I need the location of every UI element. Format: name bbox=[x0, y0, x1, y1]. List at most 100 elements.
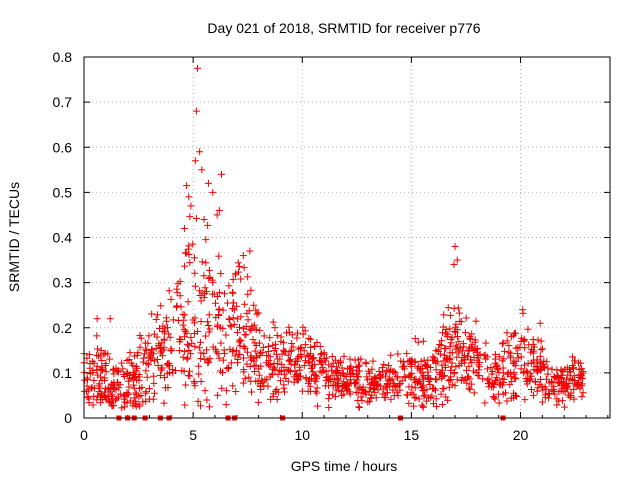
data-point bbox=[179, 310, 187, 318]
data-point bbox=[520, 361, 528, 369]
data-point bbox=[270, 364, 278, 372]
data-point bbox=[114, 393, 122, 401]
data-point bbox=[405, 357, 413, 365]
data-point bbox=[197, 338, 205, 346]
data-point bbox=[130, 394, 138, 402]
data-point bbox=[451, 328, 459, 336]
data-point bbox=[430, 354, 438, 362]
data-point bbox=[444, 396, 452, 404]
y-tick-label: 0 bbox=[64, 410, 72, 426]
data-point bbox=[530, 358, 538, 366]
data-point bbox=[198, 258, 206, 266]
data-point bbox=[225, 315, 233, 323]
data-point bbox=[234, 328, 242, 336]
data-point bbox=[510, 370, 518, 378]
data-point bbox=[195, 344, 203, 352]
data-point bbox=[355, 403, 363, 411]
data-point bbox=[234, 359, 242, 367]
data-point bbox=[84, 376, 92, 384]
data-point bbox=[229, 382, 237, 390]
data-point bbox=[148, 310, 156, 318]
data-point bbox=[437, 341, 445, 349]
data-point bbox=[432, 366, 440, 374]
data-point bbox=[316, 357, 324, 365]
data-point bbox=[107, 392, 115, 400]
data-point bbox=[237, 275, 245, 283]
data-point bbox=[450, 304, 458, 312]
data-point bbox=[362, 358, 370, 366]
data-point-outlier bbox=[209, 188, 217, 196]
data-point bbox=[453, 353, 461, 361]
data-point bbox=[351, 380, 359, 388]
data-point bbox=[536, 375, 544, 383]
data-point bbox=[89, 401, 97, 409]
data-point bbox=[325, 403, 333, 411]
data-point bbox=[145, 332, 153, 340]
data-point bbox=[85, 395, 93, 403]
data-point bbox=[305, 335, 313, 343]
data-point bbox=[209, 278, 217, 286]
data-point bbox=[442, 325, 450, 333]
data-point bbox=[271, 387, 279, 395]
data-point bbox=[227, 359, 235, 367]
data-point bbox=[300, 362, 308, 370]
data-point bbox=[479, 375, 487, 383]
data-point bbox=[191, 269, 199, 277]
data-point bbox=[218, 368, 226, 376]
data-point bbox=[453, 376, 461, 384]
data-point bbox=[252, 326, 260, 334]
data-point bbox=[560, 382, 568, 390]
data-point bbox=[346, 364, 354, 372]
data-point bbox=[203, 346, 211, 354]
data-point bbox=[276, 355, 284, 363]
data-point bbox=[200, 272, 208, 280]
data-point bbox=[423, 386, 431, 394]
data-point bbox=[224, 299, 232, 307]
data-point bbox=[231, 271, 239, 279]
data-point bbox=[387, 395, 395, 403]
data-point bbox=[425, 376, 433, 384]
data-point bbox=[436, 340, 444, 348]
data-point bbox=[379, 390, 387, 398]
data-point bbox=[536, 366, 544, 374]
data-point bbox=[307, 335, 315, 343]
data-point bbox=[448, 349, 456, 357]
data-point bbox=[277, 338, 285, 346]
data-point bbox=[202, 259, 210, 267]
data-point bbox=[226, 316, 234, 324]
data-point bbox=[294, 357, 302, 365]
data-point bbox=[271, 365, 279, 373]
data-point bbox=[366, 384, 374, 392]
data-point bbox=[136, 402, 144, 410]
data-point bbox=[149, 350, 157, 358]
data-point bbox=[191, 282, 199, 290]
data-point bbox=[510, 394, 518, 402]
data-point bbox=[287, 356, 295, 364]
data-point bbox=[570, 385, 578, 393]
data-point bbox=[165, 287, 173, 295]
data-point bbox=[191, 319, 199, 327]
data-point bbox=[502, 389, 510, 397]
data-point bbox=[512, 344, 520, 352]
data-point bbox=[280, 363, 288, 371]
data-point bbox=[405, 399, 413, 407]
data-point bbox=[266, 353, 274, 361]
data-point-outlier bbox=[519, 306, 527, 314]
data-point bbox=[417, 357, 425, 365]
data-point bbox=[393, 388, 401, 396]
data-point bbox=[539, 386, 547, 394]
data-point bbox=[319, 364, 327, 372]
data-point bbox=[97, 346, 105, 354]
data-point bbox=[548, 365, 556, 373]
data-point bbox=[466, 385, 474, 393]
data-point-outlier bbox=[218, 170, 226, 178]
data-point bbox=[146, 395, 154, 403]
data-point bbox=[160, 343, 168, 351]
data-point bbox=[123, 389, 131, 397]
data-point bbox=[402, 373, 410, 381]
data-point bbox=[474, 351, 482, 359]
data-point bbox=[214, 391, 222, 399]
data-point bbox=[276, 377, 284, 385]
data-point bbox=[433, 402, 441, 410]
data-point bbox=[94, 345, 102, 353]
